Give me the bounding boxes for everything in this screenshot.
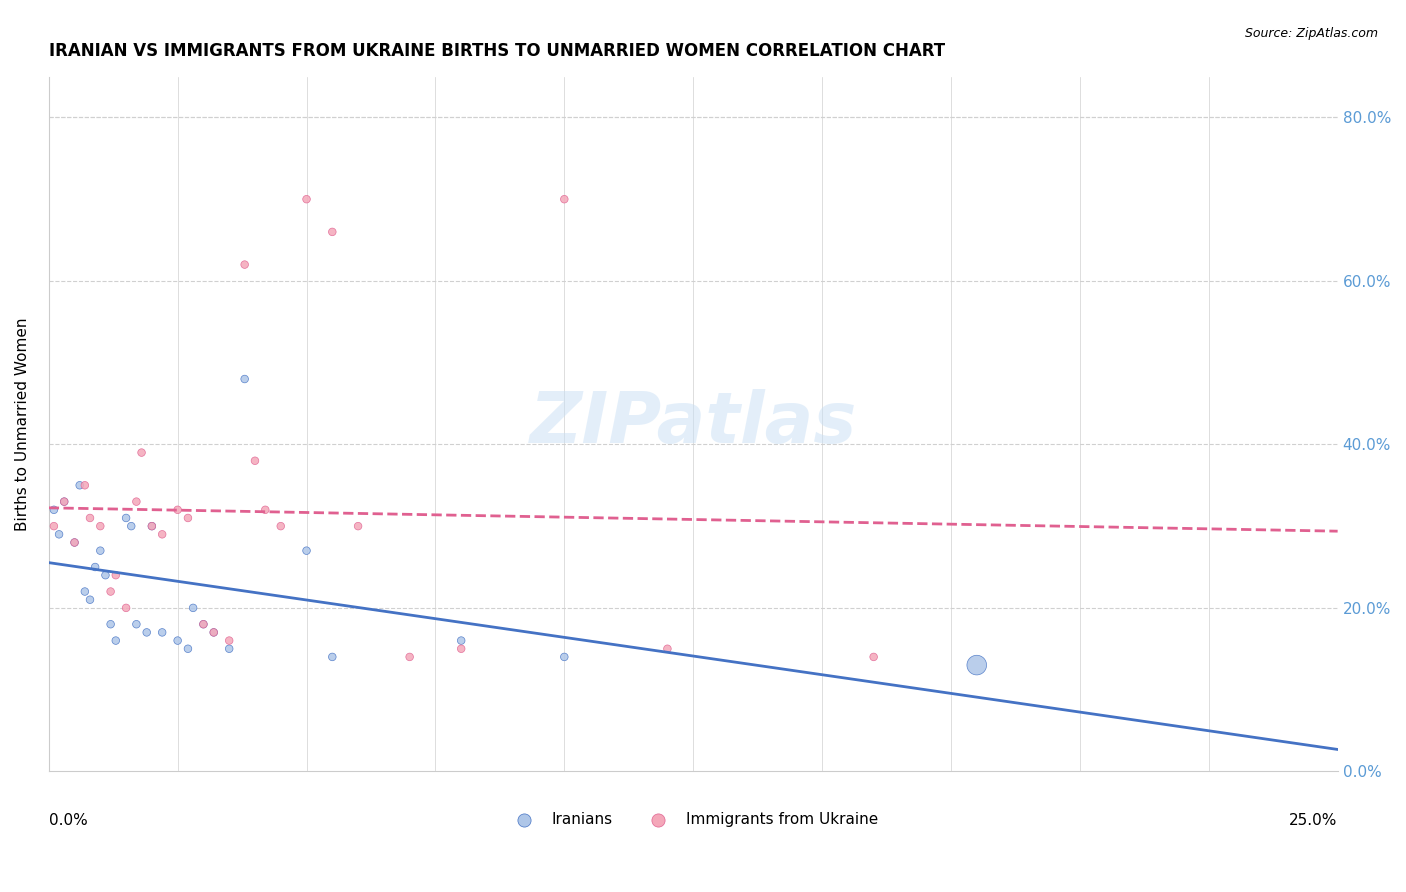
Y-axis label: Births to Unmarried Women: Births to Unmarried Women [15,318,30,531]
Point [115,600,138,615]
Point [254,503,277,517]
Point [150,527,173,541]
Point [104,568,127,582]
Point [553,649,575,664]
Point [84,560,107,574]
Point [233,258,256,272]
Point [295,192,318,206]
Point [63,535,86,549]
Point [321,225,343,239]
Point [321,649,343,664]
Text: 0.0%: 0.0% [49,813,87,828]
Point [166,633,188,648]
Point [89,543,111,558]
Point [104,633,127,648]
Point [202,625,225,640]
Point [135,625,157,640]
Point [115,511,138,525]
Point [398,649,420,664]
Point [89,519,111,533]
Point [53,494,76,508]
Point [42,503,65,517]
Point [53,494,76,508]
Point [450,641,472,656]
Point [73,584,96,599]
Point [193,617,215,632]
Point [150,625,173,640]
Point [125,617,148,632]
Point [177,641,200,656]
Point [233,372,256,386]
Point [94,568,117,582]
Point [243,454,266,468]
Point [966,658,988,673]
Point [141,519,163,533]
Point [166,503,188,517]
Point [131,445,153,459]
Point [100,617,122,632]
Point [79,592,101,607]
Point [141,519,163,533]
Point [79,511,101,525]
Point [100,584,122,599]
Point [48,527,70,541]
Point [125,494,148,508]
Point [218,641,240,656]
Point [295,543,318,558]
Text: Source: ZipAtlas.com: Source: ZipAtlas.com [1244,27,1378,40]
Point [69,478,91,492]
Point [193,617,215,632]
Point [450,633,472,648]
Point [202,625,225,640]
Point [42,519,65,533]
Point [347,519,370,533]
Text: 25.0%: 25.0% [1289,813,1337,828]
Point [177,511,200,525]
Point [181,600,204,615]
Point [657,641,679,656]
Point [73,478,96,492]
Legend: Iranians, Immigrants from Ukraine: Iranians, Immigrants from Ukraine [502,806,884,833]
Point [63,535,86,549]
Point [218,633,240,648]
Text: IRANIAN VS IMMIGRANTS FROM UKRAINE BIRTHS TO UNMARRIED WOMEN CORRELATION CHART: IRANIAN VS IMMIGRANTS FROM UKRAINE BIRTH… [49,42,945,60]
Point [553,192,575,206]
Text: ZIPatlas: ZIPatlas [530,390,856,458]
Point [120,519,142,533]
Point [270,519,292,533]
Point [862,649,884,664]
